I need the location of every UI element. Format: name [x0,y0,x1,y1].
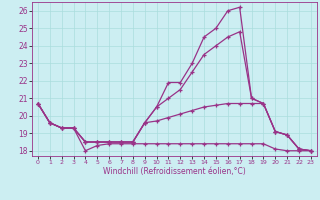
X-axis label: Windchill (Refroidissement éolien,°C): Windchill (Refroidissement éolien,°C) [103,167,246,176]
